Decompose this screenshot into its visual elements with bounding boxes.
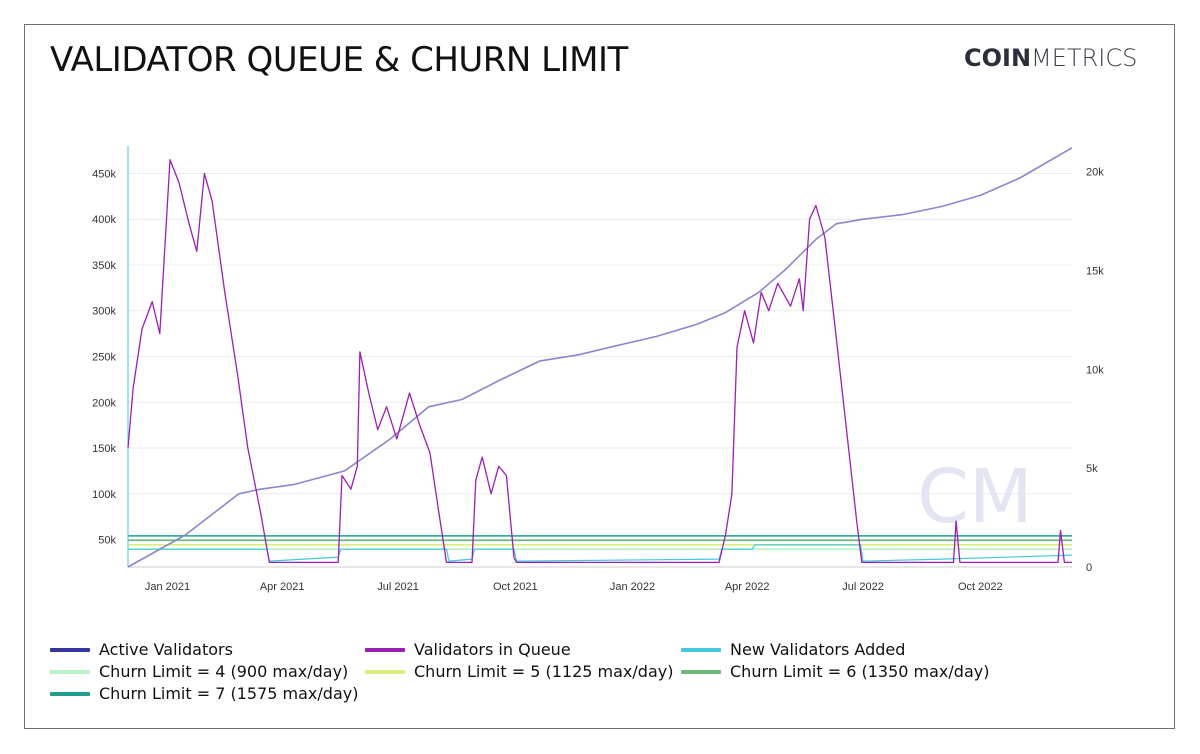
legend-item-churn-7[interactable]: Churn Limit = 7 (1575 max/day) [50,684,358,703]
legend-swatch [365,669,405,674]
y-left-tick-label: 250k [92,352,116,364]
y-right-tick-label: 10k [1086,364,1104,376]
y-left-tick-label: 200k [92,397,116,409]
y-left-tick-label: 300k [92,306,116,318]
legend-label: Churn Limit = 5 (1125 max/day) [414,662,674,681]
legend-label: Churn Limit = 4 (900 max/day) [99,662,349,681]
x-tick-label: Oct 2022 [958,581,1003,593]
coinmetrics-logo: COINMETRICS [964,44,1138,72]
legend-swatch [50,647,90,652]
x-tick-label: Apr 2022 [725,581,770,593]
y-left-tick-label: 50k [98,535,116,547]
watermark-text: CM [917,454,1033,540]
series-active-validators [127,147,1073,568]
legend-label: Active Validators [99,640,233,659]
watermark-cm: CM [917,454,1033,540]
x-tick-label: Jan 2021 [145,581,190,593]
legend-label: Churn Limit = 7 (1575 max/day) [99,684,359,703]
y-left-tick-label: 100k [92,489,116,501]
series-new-validators-added [128,544,1073,562]
y-left-tick-label: 350k [92,260,116,272]
x-tick-label: Oct 2021 [493,581,538,593]
x-axis: Jan 2021 Apr 2021 Jul 2021 Oct 2021 Jan 2022… [145,581,1003,593]
y-right-tick-label: 15k [1086,266,1104,278]
legend-item-churn-6[interactable]: Churn Limit = 6 (1350 max/day) [681,662,989,681]
y-left-tick-label: 450k [92,168,116,180]
y-axis-right: 0 5k 10k 15k 20k [1086,167,1104,574]
y-left-tick-label: 150k [92,443,116,455]
y-right-tick-label: 0 [1086,562,1092,574]
legend-swatch [681,647,721,652]
legend-label: New Validators Added [730,640,906,659]
churn-limit-lines [127,146,1072,567]
y-right-tick-label: 20k [1086,167,1104,179]
y-axis-left: 50k 100k 150k 200k 250k 300k 350k 400k 450k [92,168,116,546]
legend-swatch [50,669,90,674]
legend-swatch [365,647,405,652]
legend-label: Churn Limit = 6 (1350 max/day) [730,662,990,681]
legend-label: Validators in Queue [414,640,571,659]
y-right-tick-label: 5k [1086,463,1098,475]
legend-item-churn-5[interactable]: Churn Limit = 5 (1125 max/day) [365,662,673,681]
legend-item-churn-4[interactable]: Churn Limit = 4 (900 max/day) [50,662,348,681]
x-tick-label: Apr 2021 [260,581,305,593]
x-tick-label: Jul 2021 [377,581,419,593]
chart-frame [24,24,1175,729]
x-tick-label: Jan 2022 [610,581,655,593]
legend-item-active-validators[interactable]: Active Validators [50,640,233,659]
x-tick-label: Jul 2022 [842,581,884,593]
chart-title: VALIDATOR QUEUE & CHURN LIMIT [50,40,628,80]
legend-swatch [681,669,721,674]
series-lines [127,147,1073,568]
legend-item-new-validators-added[interactable]: New Validators Added [681,640,905,659]
series-validators-in-queue [127,159,1072,564]
y-left-tick-label: 400k [92,214,116,226]
legend-item-validators-in-queue[interactable]: Validators in Queue [365,640,571,659]
legend-swatch [50,691,90,696]
